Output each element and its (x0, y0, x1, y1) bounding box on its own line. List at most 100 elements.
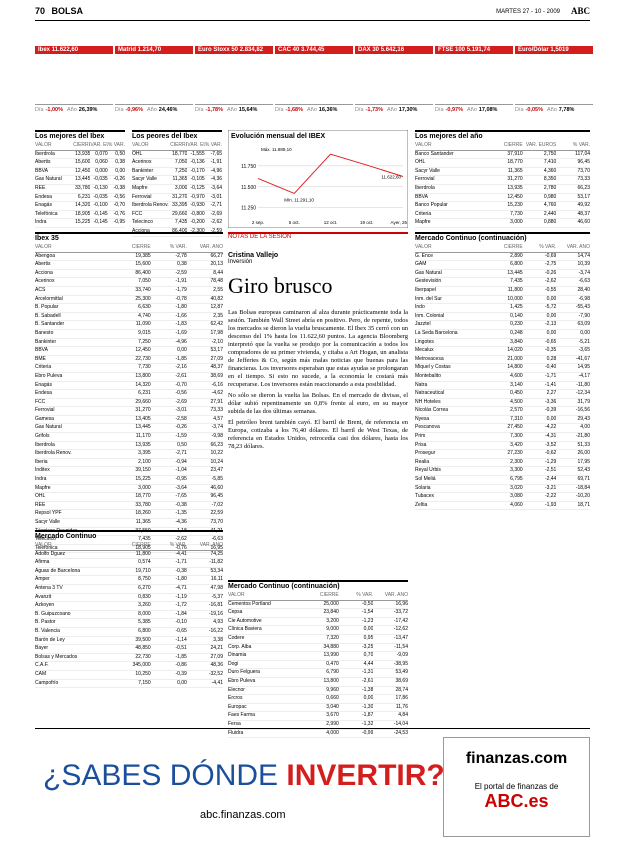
table-cell: 3,000 (174, 184, 188, 191)
table-row: Ferrovial 31,270 -3,01 73,33 (35, 407, 223, 416)
table-cell: B. Sabadell (35, 312, 61, 319)
table-cell: Iberdrola Renov. (35, 450, 72, 457)
table-cell: 3,140 (510, 381, 523, 388)
table-row: Corp. Alba 34,880 -3,25 -11,54 (228, 644, 408, 653)
table-cell: 11,365 (172, 176, 188, 183)
year-change: 26,39% (78, 107, 98, 113)
table-cell: -0,170 (190, 167, 205, 174)
table-row: Elecnor 9,960 -1,38 28,74 (228, 687, 408, 696)
table-cell: -18,84 (575, 484, 590, 491)
column-header: VALOR (35, 542, 52, 548)
table-cell: 117,04 (575, 150, 590, 157)
table-cell: -1,59 (175, 433, 187, 440)
table-cell: 7,250 (138, 338, 151, 345)
column-header: VALOR (415, 142, 432, 148)
table-cell: Enagás (35, 381, 52, 388)
table-row: Iberdrola 13,935 0,50 66,23 (35, 442, 223, 451)
year-label: Año (467, 107, 477, 113)
column-header: CIERRE (131, 542, 151, 548)
table-cell: -1,14 (175, 636, 187, 643)
table-row: Mecalux 14,020 -0,35 -3,65 (415, 347, 590, 356)
table-cell: -1,69 (175, 329, 187, 336)
ticker-changes: Día -1,68% Año 16,36% (275, 104, 353, 113)
table-row: Ebro Puleva 13,800 -2,61 38,69 (228, 678, 408, 687)
table-cell: 73,70 (577, 167, 590, 174)
table-row: Prosegur 27,230 -0,62 26,00 (415, 450, 590, 459)
table-cell: -4,22 (544, 424, 557, 431)
table-cell: 7,300 (510, 433, 523, 440)
table-cell: 13,935 (135, 441, 151, 448)
table-row: Bankinter 7,250 -0,170 -4,96 (132, 168, 222, 177)
table-row: Banco Popular 15,230 4,760 49,92 (415, 202, 590, 211)
y-tick-label: 11.500 (241, 185, 256, 191)
table-cell: -1,32 (361, 720, 374, 727)
ticker-name: Ibex (38, 47, 51, 53)
table-cell: 2,35 (213, 312, 223, 319)
table-cell: 33,780 (75, 184, 91, 191)
ticker-value: 5.191,74 (466, 47, 491, 53)
table-cell: 3,670 (326, 712, 339, 719)
table-cell: 13,800 (135, 372, 151, 379)
table-row: Abengoa 19,385 -2,78 66,27 (35, 253, 223, 262)
table-row: Iberia 2,100 -0,94 10,24 (35, 459, 223, 468)
ticker-changes: Día -0,96% Año 24,46% (115, 104, 193, 113)
table-cell: Prisa (415, 441, 427, 448)
ticker-bar: CAC 40 3.744,45 (275, 46, 353, 54)
table-cell: -2,61 (361, 677, 374, 684)
table-cell: -3,21 (544, 484, 557, 491)
table-row: Campofrío 7,150 0,00 -4,41 (35, 680, 223, 689)
data-table: Mercado Continuo VALOR CIERRE % VAR. VAR. AÑ… (35, 530, 223, 689)
table-cell: Duro Felguera (228, 669, 260, 676)
table-cell: 3,420 (510, 441, 523, 448)
table-row: ACS 33,740 -1,79 2,55 (35, 287, 223, 296)
table-cell: -1,91 (175, 278, 187, 285)
table-cell: 7,310 (510, 415, 523, 422)
column-header: VAR. AÑO (566, 244, 590, 250)
table-cell: -0,55 (544, 286, 557, 293)
table-cell: 14,74 (577, 252, 590, 259)
table-row: Amper 8,750 -1,80 16,11 (35, 576, 223, 585)
table-cell: -13,47 (393, 634, 408, 641)
table-cell: Telefónica (35, 210, 58, 217)
column-header: CIERRE (503, 142, 523, 148)
table-cell: 6,795 (510, 476, 523, 483)
table-cell: -12,62 (393, 626, 408, 633)
table-cell: 0,38 (177, 261, 187, 268)
table-cell: -2,16 (175, 364, 187, 371)
table-cell: 10,24 (210, 458, 223, 465)
table-cell: -19,16 (208, 610, 223, 617)
table-row: Acerinox 7,050 -0,136 -1,91 (132, 159, 222, 168)
table-cell: 0,28 (546, 355, 557, 362)
table-cell: Mapfre (35, 484, 51, 491)
table-cell: 0,50 (115, 150, 126, 157)
table-cell: -1,41 (544, 381, 557, 388)
table-cell: Solaria (415, 484, 431, 491)
table-cell: 4,740 (138, 312, 151, 319)
table-cell: 4,500 (510, 398, 523, 405)
table-cell: 19,710 (135, 567, 151, 574)
day-label: Día (195, 107, 204, 113)
table-row: Dinamia 13,990 0,70 -9,09 (228, 652, 408, 661)
table-row: Antena 3 TV 6,270 -4,71 47,98 (35, 585, 223, 594)
table-cell: 18,770 (507, 159, 523, 166)
table-row: Cepsa 23,840 -1,54 -33,72 (228, 609, 408, 618)
table-cell: -0,38 (113, 184, 126, 191)
table-cell: 6,790 (326, 669, 339, 676)
table-cell: -1,38 (361, 686, 374, 693)
table-cell: Afirma (35, 559, 50, 566)
table-cell: 14,320 (75, 202, 91, 209)
table-cell: 6,800 (510, 261, 523, 268)
table-row: Azkoyen 3,260 -1,72 -16,81 (35, 602, 223, 611)
table-cell: 0,95 (363, 634, 374, 641)
table-row: Montebalito 4,600 -1,71 -4,17 (415, 373, 590, 382)
table-row: Criteria 7,730 2,440 48,37 (415, 211, 590, 220)
table-row: Endesa 6,231 -0,56 -4,62 (35, 390, 223, 399)
table-cell: 18,260 (135, 510, 151, 517)
table-cell: -0,65 (544, 338, 557, 345)
table-cell: 2,570 (510, 407, 523, 414)
table-cell: 0,574 (138, 559, 151, 566)
table-cell: 0,00 (115, 167, 126, 174)
table-cell: 2,990 (326, 720, 339, 727)
table-cell: -0,100 (93, 202, 108, 209)
